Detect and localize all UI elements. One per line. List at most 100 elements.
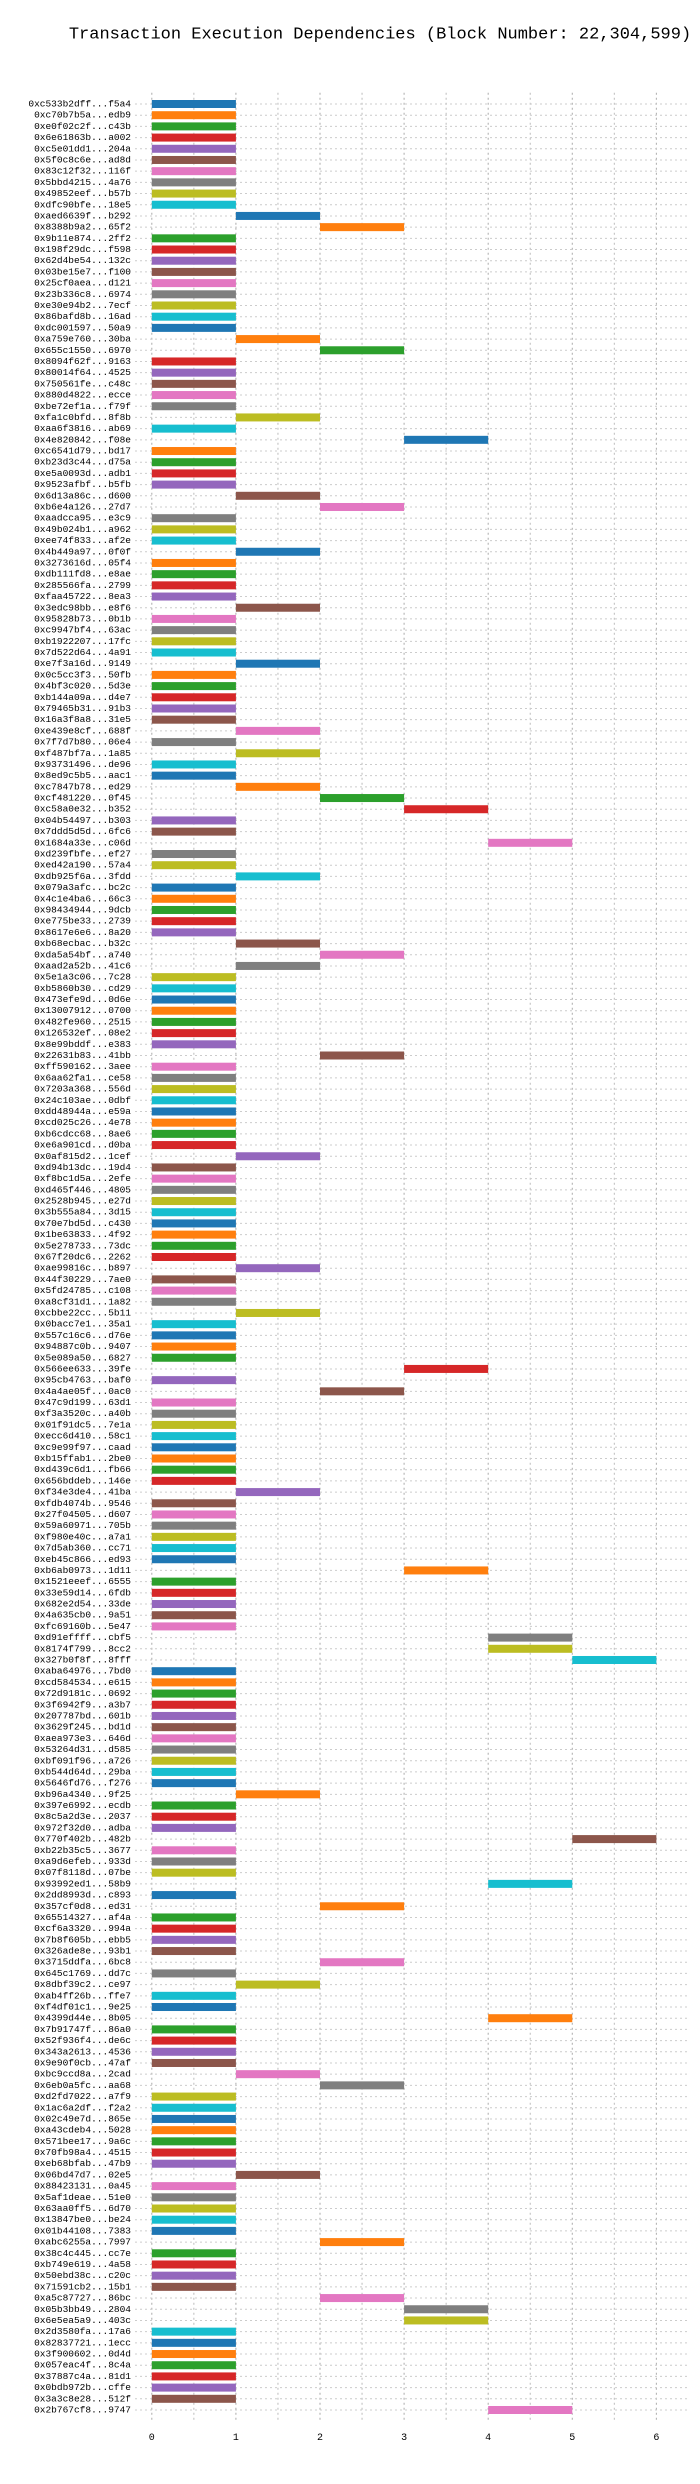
bar — [151, 1823, 236, 1832]
y-tick-label: 0x3edc98bb...e8f6 — [34, 602, 131, 613]
y-tick-label: 0x72d9181c...0692 — [34, 1688, 131, 1699]
y-tick-label: 0x95cb4763...baf0 — [34, 1375, 131, 1386]
bar — [151, 1745, 236, 1754]
bar — [151, 1454, 236, 1463]
bar — [151, 1029, 236, 1038]
y-tick-label: 0xd465f446...4805 — [34, 1184, 131, 1195]
y-tick-label: 0x750561fe...c48c — [34, 378, 131, 389]
bar — [151, 1432, 236, 1441]
bar — [151, 1767, 236, 1776]
bar — [235, 961, 320, 970]
bar — [320, 2294, 405, 2303]
y-tick-label: 0x326ade8e...93b1 — [34, 1946, 131, 1957]
y-tick-label: 0xb6cdcc68...8ae6 — [34, 1128, 131, 1139]
bar — [151, 1991, 236, 2000]
y-tick-label: 0x0af815d2...1cef — [34, 1151, 131, 1162]
bar — [151, 1734, 236, 1743]
y-tick-label: 0x86bafd8b...16ad — [34, 311, 131, 322]
bar — [235, 2170, 320, 2179]
y-tick-label: 0x5646fd76...f276 — [34, 1778, 131, 1789]
bar — [151, 155, 236, 164]
y-tick-label: 0x25cf0aea...d121 — [34, 278, 131, 289]
y-tick-label: 0xb1922207...17fc — [34, 636, 131, 647]
bar — [151, 301, 236, 310]
bar — [151, 2182, 236, 2191]
y-tick-label: 0xf4df01c1...9e25 — [34, 2002, 131, 2013]
bar — [320, 223, 405, 232]
bar — [151, 917, 236, 926]
y-tick-label: 0xb749e619...4a58 — [34, 2259, 131, 2270]
bar — [151, 1197, 236, 1206]
bar — [151, 2126, 236, 2135]
bar — [404, 2316, 489, 2325]
y-tick-label: 0x44f30229...7ae0 — [34, 1274, 131, 1285]
y-tick-label: 0x655c1550...6970 — [34, 345, 131, 356]
bar — [320, 1958, 405, 1967]
bar — [151, 1532, 236, 1541]
y-tick-label: 0x645c1769...dd7c — [34, 1968, 131, 1979]
bar — [572, 1835, 657, 1844]
bar — [151, 2159, 236, 2168]
y-tick-label: 0xda5a54bf...a740 — [34, 949, 131, 960]
bar — [151, 2249, 236, 2258]
y-tick-label: 0x04b54497...b303 — [34, 815, 131, 826]
y-tick-label: 0x198f29dc...f598 — [34, 244, 131, 255]
x-tick-label: 4 — [485, 2433, 491, 2444]
bar — [235, 1790, 320, 1799]
y-tick-label: 0x566ee633...39fe — [34, 1363, 131, 1374]
bar — [488, 1879, 573, 1888]
y-tick-label: 0x2dd8993d...c893 — [34, 1890, 131, 1901]
y-tick-label: 0x770f402b...482b — [34, 1834, 131, 1845]
y-tick-label: 0x02c49e7d...865e — [34, 2113, 131, 2124]
bar — [151, 167, 236, 176]
bar — [235, 872, 320, 881]
bar — [151, 1947, 236, 1956]
bar — [235, 1152, 320, 1161]
y-tick-label: 0x6e61863b...a002 — [34, 132, 131, 143]
y-tick-label: 0xbf091f96...a726 — [34, 1755, 131, 1766]
bar — [151, 2003, 236, 2012]
y-tick-label: 0x8e99bddf...e383 — [34, 1039, 131, 1050]
bar — [151, 514, 236, 523]
y-tick-label: 0xc7847b78...ed29 — [34, 781, 131, 792]
y-tick-label: 0x16a3f8a8...31e5 — [34, 714, 131, 725]
bar — [320, 1902, 405, 1911]
bar — [151, 111, 236, 120]
bar — [151, 2047, 236, 2056]
bar — [151, 1913, 236, 1922]
bar — [235, 413, 320, 422]
y-tick-label: 0x4bf3c020...5d3e — [34, 681, 131, 692]
bar — [151, 2193, 236, 2202]
bar — [151, 2327, 236, 2336]
y-tick-label: 0xecc6d410...58c1 — [34, 1431, 131, 1442]
y-tick-label: 0x23b336c8...6974 — [34, 289, 131, 300]
bar — [151, 178, 236, 187]
bar — [151, 2215, 236, 2224]
bar — [151, 2226, 236, 2235]
bar — [151, 267, 236, 276]
y-tick-label: 0xc58a0e32...b352 — [34, 804, 131, 815]
y-tick-label: 0x9523afbf...b5fb — [34, 479, 131, 490]
y-tick-label: 0x5e278733...73dc — [34, 1240, 131, 1251]
chart-title: Transaction Execution Dependencies (Bloc… — [69, 25, 691, 44]
bar — [151, 245, 236, 254]
bar — [404, 805, 489, 814]
y-tick-label: 0x571bee17...9a6c — [34, 2136, 131, 2147]
y-tick-label: 0x50ebd38c...c20c — [34, 2270, 131, 2281]
y-tick-label: 0x80014f64...4525 — [34, 367, 131, 378]
bar — [235, 1264, 320, 1273]
bar — [235, 749, 320, 758]
bar — [151, 1230, 236, 1239]
bar — [320, 950, 405, 959]
y-tick-label: 0xfa1c0bfd...8f8b — [34, 412, 131, 423]
y-tick-label: 0x49852eef...b57b — [34, 188, 131, 199]
bar — [151, 1689, 236, 1698]
bar — [151, 1857, 236, 1866]
y-tick-label: 0xd91effff...cbf5 — [34, 1632, 131, 1643]
bar — [151, 1107, 236, 1116]
bar — [235, 547, 320, 556]
y-tick-label: 0xb5860b30...cd29 — [34, 983, 131, 994]
y-tick-label: 0xf3a3520c...a40b — [34, 1408, 131, 1419]
bar — [151, 536, 236, 545]
bar — [151, 323, 236, 332]
